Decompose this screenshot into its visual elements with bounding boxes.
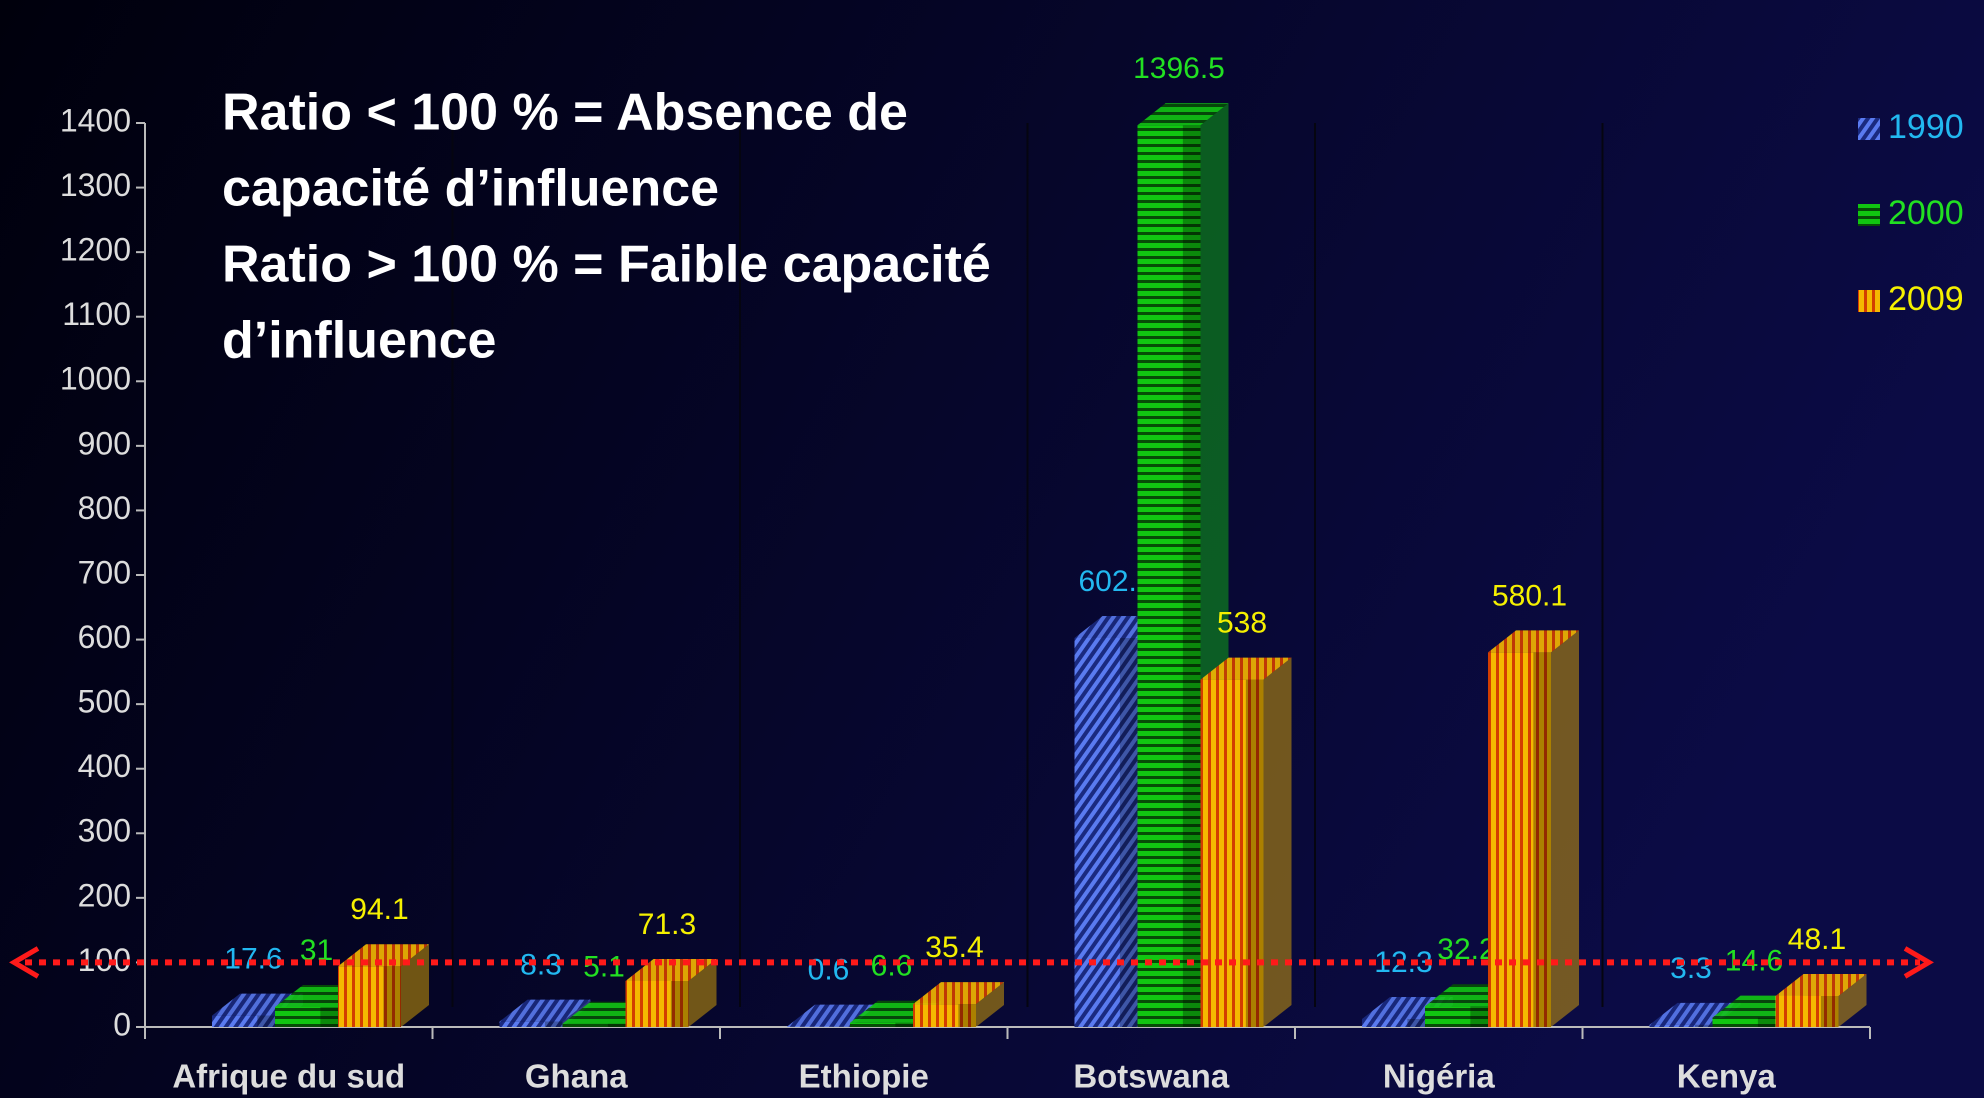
bar-side <box>1120 638 1138 1027</box>
x-tick-label: Botswana <box>1073 1058 1230 1095</box>
y-tick-label: 700 <box>78 554 131 590</box>
y-tick-label: 600 <box>78 619 131 655</box>
value-label: 0.6 <box>808 954 850 987</box>
legend-swatch <box>1858 118 1880 140</box>
legend-swatch <box>1858 204 1880 226</box>
legend-swatch <box>1858 290 1880 312</box>
value-label: 8.3 <box>520 949 562 982</box>
chart: 0100200300400500600700800900100011001200… <box>0 0 1984 1098</box>
value-label: 538 <box>1217 607 1267 640</box>
y-tick-label: 500 <box>78 684 131 720</box>
y-tick-label: 400 <box>78 748 131 784</box>
y-tick-label: 1300 <box>60 167 131 203</box>
y-tick-label: 1400 <box>60 102 131 138</box>
value-label: 6.6 <box>871 950 913 983</box>
y-tick-label: 300 <box>78 813 131 849</box>
y-tick-label: 200 <box>78 877 131 913</box>
annotation: d’influence <box>222 312 496 370</box>
x-tick-label: Ghana <box>525 1058 628 1095</box>
y-tick-label: 1000 <box>60 361 131 397</box>
bar-side <box>1695 1025 1713 1027</box>
x-tick-label: Ethiopie <box>799 1058 929 1095</box>
value-label: 94.1 <box>350 893 408 926</box>
bar-side <box>1183 125 1201 1027</box>
value-label: 580.1 <box>1492 579 1567 612</box>
y-tick-label: 900 <box>78 425 131 461</box>
y-tick-label: 1200 <box>60 232 131 268</box>
bar-side <box>257 1016 275 1027</box>
bar-side <box>1758 1018 1776 1027</box>
bar-side <box>1470 1006 1488 1027</box>
bar-side-3d <box>1264 658 1292 1027</box>
value-label: 31 <box>300 934 333 967</box>
bar-side <box>320 1007 338 1027</box>
bar-side <box>1246 680 1264 1027</box>
bar-side <box>1407 1019 1425 1027</box>
bar-side <box>608 1024 626 1027</box>
value-label: 71.3 <box>638 908 696 941</box>
page: 0100200300400500600700800900100011001200… <box>0 0 1984 1098</box>
bar-side <box>958 1004 976 1027</box>
annotation: capacité d’influence <box>222 160 719 218</box>
bar-side <box>895 1023 913 1027</box>
value-label: 17.6 <box>224 943 282 976</box>
x-tick-label: Afrique du sud <box>172 1058 405 1095</box>
value-label: 5.1 <box>583 951 625 984</box>
bar-side <box>545 1022 563 1027</box>
bar-side-3d <box>1551 630 1579 1027</box>
bar-side <box>383 966 401 1027</box>
value-label: 3.3 <box>1670 952 1712 985</box>
y-tick-label: 800 <box>78 490 131 526</box>
x-tick-label: Nigéria <box>1383 1058 1496 1095</box>
bar-side <box>1821 996 1839 1027</box>
legend-label: 2009 <box>1888 280 1964 318</box>
legend-label: 1990 <box>1888 108 1964 146</box>
bar-side <box>1533 652 1551 1027</box>
annotation: Ratio < 100 % = Absence de <box>222 84 908 142</box>
value-label: 1396.5 <box>1133 52 1225 85</box>
y-tick-label: 0 <box>113 1006 131 1042</box>
bar-side <box>671 981 689 1027</box>
value-label: 48.1 <box>1788 923 1846 956</box>
x-tick-label: Kenya <box>1677 1058 1777 1095</box>
annotation: Ratio > 100 % = Faible capacité <box>222 236 991 294</box>
legend-label: 2000 <box>1888 194 1964 232</box>
value-label: 35.4 <box>925 931 983 964</box>
y-tick-label: 1100 <box>62 296 131 332</box>
